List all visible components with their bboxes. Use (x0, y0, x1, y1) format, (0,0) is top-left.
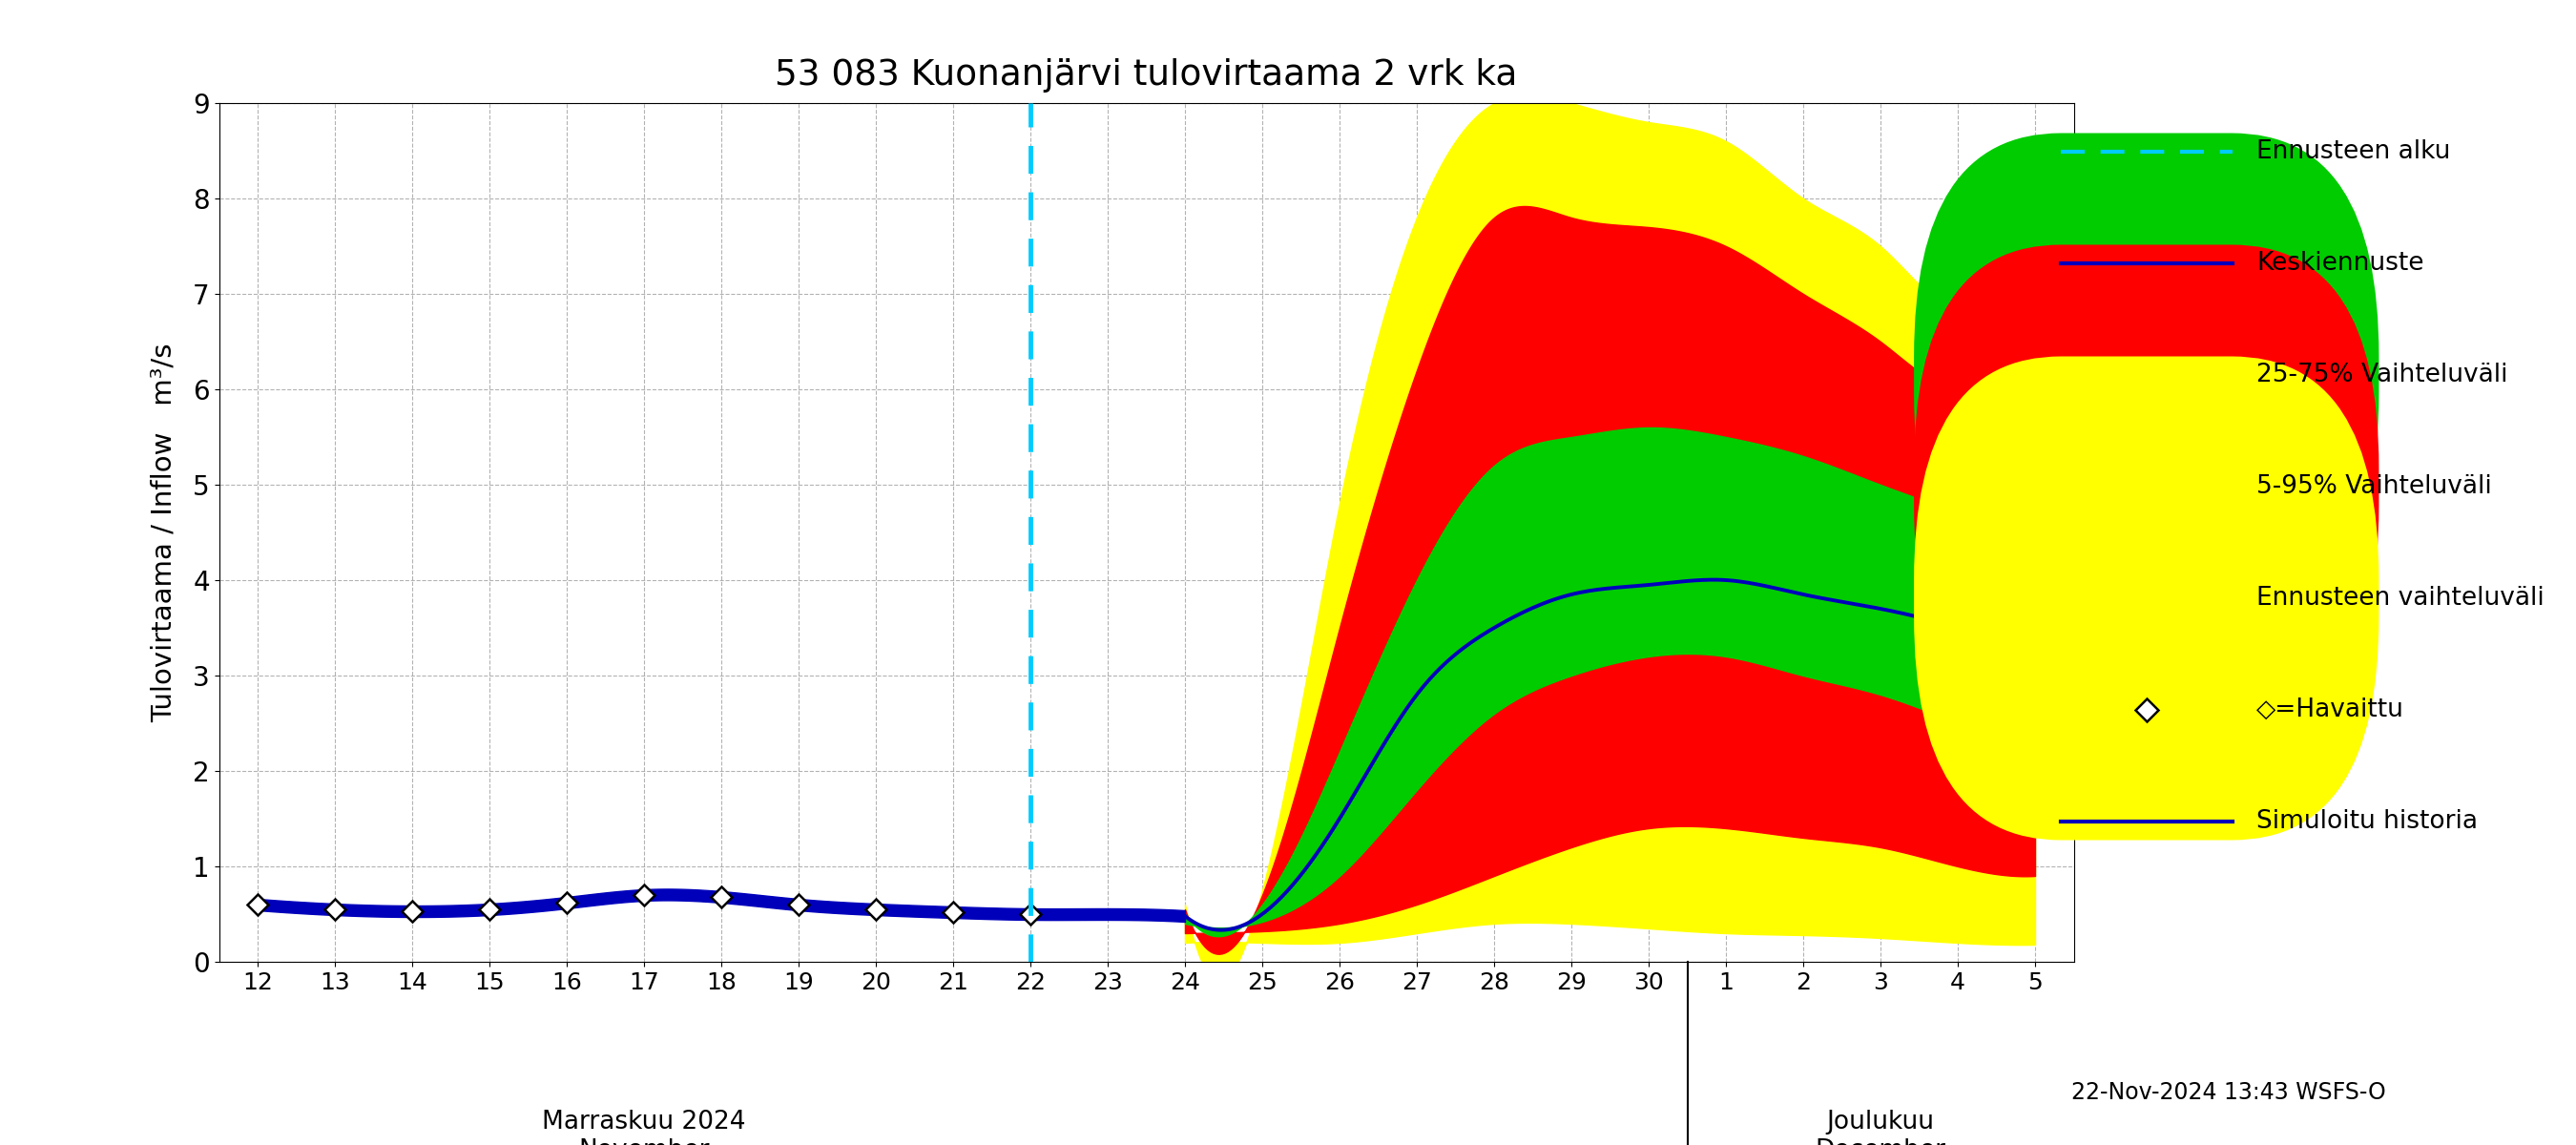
Text: Ennusteen alku: Ennusteen alku (2257, 140, 2450, 164)
Text: Ennusteen vaihteluväli: Ennusteen vaihteluväli (2257, 586, 2545, 610)
Text: ◇=Havaittu: ◇=Havaittu (2257, 697, 2403, 722)
Text: 5-95% Vaihteluväli: 5-95% Vaihteluväli (2257, 474, 2491, 499)
FancyBboxPatch shape (1914, 245, 2378, 728)
Text: 22-Nov-2024 13:43 WSFS-O: 22-Nov-2024 13:43 WSFS-O (2071, 1081, 2385, 1104)
Text: Joulukuu
December: Joulukuu December (1816, 1110, 1945, 1145)
Text: Simuloitu historia: Simuloitu historia (2257, 810, 2478, 834)
Text: Marraskuu 2024
November: Marraskuu 2024 November (541, 1110, 747, 1145)
Title: 53 083 Kuonanjärvi tulovirtaama 2 vrk ka: 53 083 Kuonanjärvi tulovirtaama 2 vrk ka (775, 57, 1517, 92)
Text: 25-75% Vaihteluväli: 25-75% Vaihteluväli (2257, 363, 2509, 387)
FancyBboxPatch shape (1914, 133, 2378, 617)
FancyBboxPatch shape (1914, 356, 2378, 840)
Text: Keskiennuste: Keskiennuste (2257, 251, 2424, 276)
Y-axis label: Tulovirtaama / Inflow   m³/s: Tulovirtaama / Inflow m³/s (149, 342, 178, 722)
